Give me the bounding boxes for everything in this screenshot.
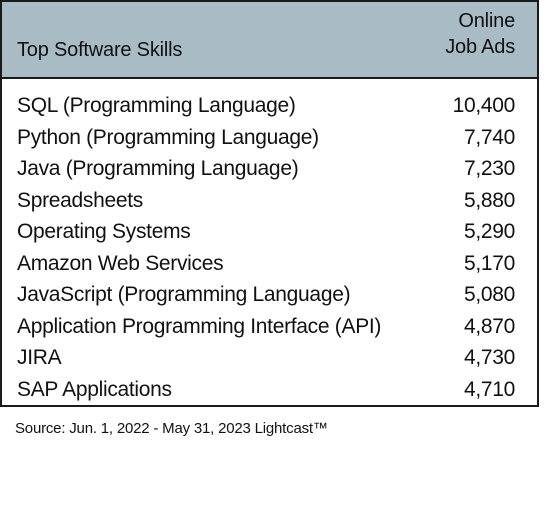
skill-label: Operating Systems — [17, 220, 191, 243]
job-ads-value: 5,080 — [463, 283, 515, 306]
job-ads-column-header: Online Job Ads — [445, 8, 515, 60]
table-row: Operating Systems 5,290 — [2, 216, 537, 248]
job-ads-header-line-2: Job Ads — [445, 36, 515, 58]
table-header: Top Software Skills Online Job Ads — [2, 2, 537, 79]
table-row: Python (Programming Language) 7,740 — [2, 122, 537, 154]
skill-label: Python (Programming Language) — [17, 125, 319, 149]
job-ads-value: 4,710 — [463, 377, 515, 401]
table-row: JavaScript (Programming Language) 5,080 — [2, 279, 537, 311]
job-ads-value: 4,870 — [463, 314, 515, 338]
table-row: Spreadsheets 5,880 — [2, 185, 537, 217]
job-ads-value: 5,290 — [463, 220, 515, 243]
table-row: Application Programming Interface (API) 4… — [2, 311, 537, 343]
table-row: Java (Programming Language) 7,230 — [2, 153, 537, 185]
skill-label: JIRA — [17, 346, 62, 369]
job-ads-value: 7,740 — [463, 125, 515, 149]
job-ads-value: 5,880 — [463, 188, 515, 212]
skills-table: Top Software Skills Online Job Ads SQL (… — [0, 0, 539, 407]
skill-label: Application Programming Interface (API) — [17, 314, 382, 338]
skill-label: Spreadsheets — [17, 188, 143, 212]
job-ads-value: 7,230 — [463, 157, 515, 180]
job-ads-header-line-1: Online — [458, 10, 515, 32]
skill-label: JavaScript (Programming Language) — [17, 283, 351, 306]
skill-label: Java (Programming Language) — [17, 157, 299, 180]
job-ads-value: 10,400 — [452, 94, 516, 117]
source-note: Source: Jun. 1, 2022 - May 31, 2023 Ligh… — [15, 420, 328, 437]
table-row: SAP Applications 4,710 — [2, 374, 537, 406]
skill-label: Amazon Web Services — [17, 251, 224, 275]
job-ads-value: 5,170 — [463, 251, 515, 275]
table-row: Amazon Web Services 5,170 — [2, 248, 537, 280]
table-row: SQL (Programming Language) 10,400 — [2, 90, 537, 122]
table-row: JIRA 4,730 — [2, 342, 537, 374]
skill-label: SQL (Programming Language) — [17, 94, 296, 117]
table-body: SQL (Programming Language) 10,400 Python (… — [2, 90, 537, 405]
skill-label: SAP Applications — [17, 377, 172, 401]
skills-column-header: Top Software Skills — [17, 39, 183, 61]
job-ads-value: 4,730 — [463, 346, 515, 369]
